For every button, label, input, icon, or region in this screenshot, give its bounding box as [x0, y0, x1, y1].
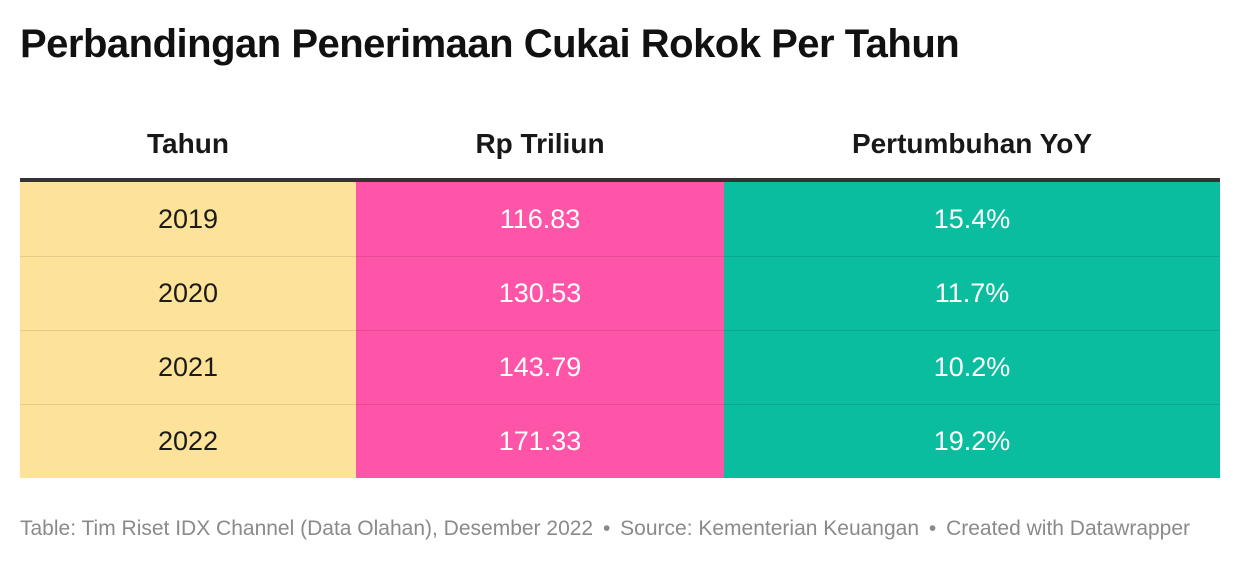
cell-year: 2019 [20, 182, 356, 256]
cell-year: 2022 [20, 404, 356, 478]
chart-title: Perbandingan Penerimaan Cukai Rokok Per … [20, 22, 960, 66]
column-header-rp-triliun[interactable]: Rp Triliun [475, 128, 605, 159]
table-row: 2020 130.53 11.7% [20, 256, 1220, 330]
separator-dot: • [602, 517, 611, 540]
cell-year: 2021 [20, 330, 356, 404]
chart-footer: Table: Tim Riset IDX Channel (Data Olaha… [20, 517, 1190, 541]
table-row: 2022 171.33 19.2% [20, 404, 1220, 478]
cell-growth: 11.7% [724, 256, 1220, 330]
cell-value: 143.79 [356, 330, 724, 404]
source-note: Source: Kementerian Keuangan [620, 517, 920, 540]
table-row: 2019 116.83 15.4% [20, 182, 1220, 256]
cell-growth: 19.2% [724, 404, 1220, 478]
cell-value: 116.83 [356, 182, 724, 256]
cell-year: 2020 [20, 256, 356, 330]
cell-value: 130.53 [356, 256, 724, 330]
separator-dot: • [928, 517, 937, 540]
column-header-tahun[interactable]: Tahun [147, 128, 229, 159]
table-header: Tahun Rp Triliun Pertumbuhan YoY [20, 110, 1220, 182]
data-table: Tahun Rp Triliun Pertumbuhan YoY 2019 11… [20, 110, 1220, 478]
cell-value: 171.33 [356, 404, 724, 478]
cell-growth: 10.2% [724, 330, 1220, 404]
column-header-pertumbuhan-yoy[interactable]: Pertumbuhan YoY [851, 128, 1093, 159]
cell-growth: 15.4% [724, 182, 1220, 256]
credit-link[interactable]: Created with Datawrapper [946, 517, 1191, 540]
table-row: 2021 143.79 10.2% [20, 330, 1220, 404]
table-note: Table: Tim Riset IDX Channel (Data Olaha… [20, 517, 594, 540]
